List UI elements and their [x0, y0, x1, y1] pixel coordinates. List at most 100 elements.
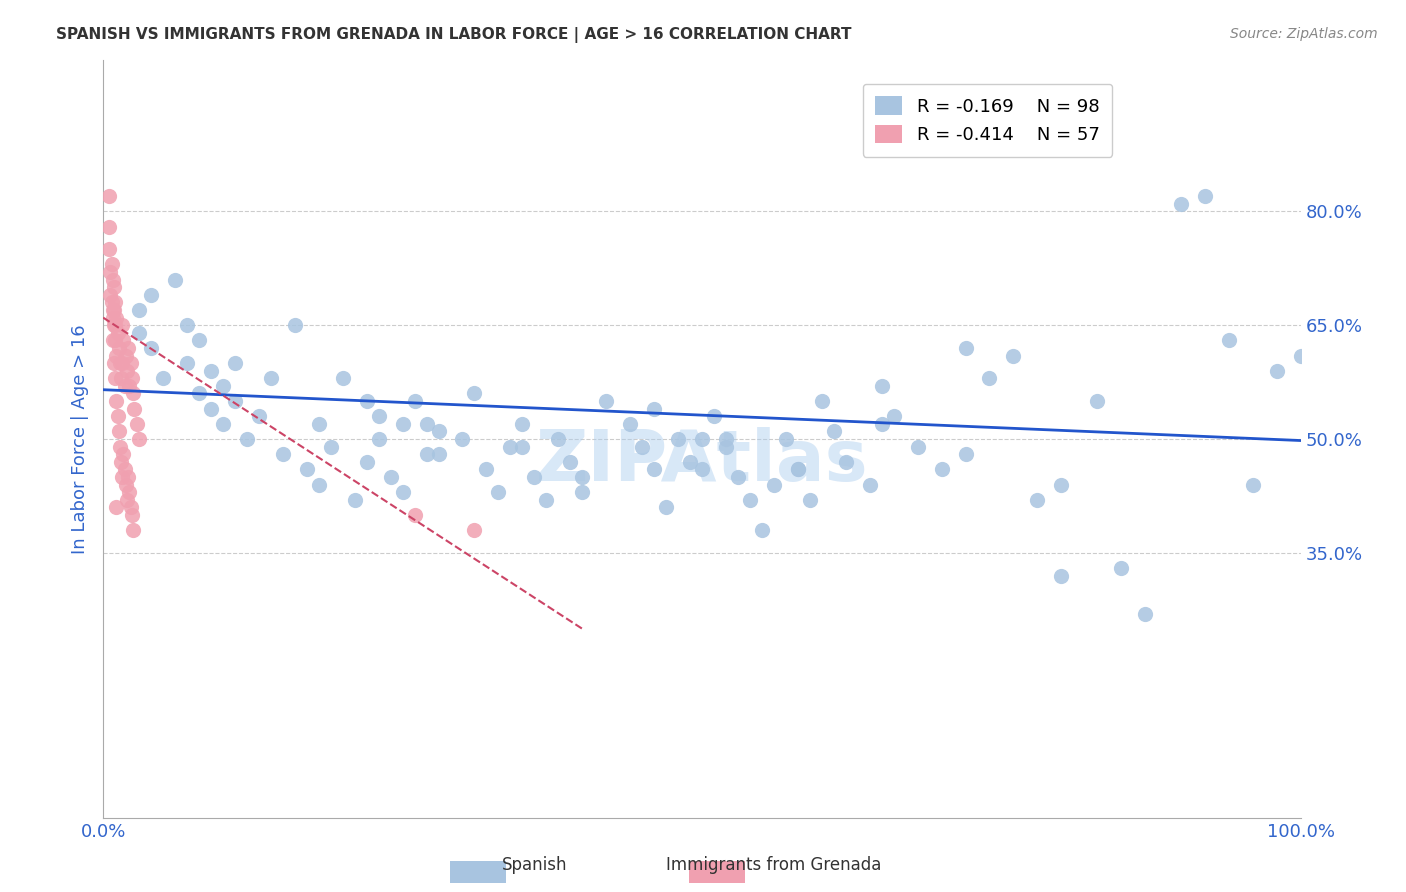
Text: SPANISH VS IMMIGRANTS FROM GRENADA IN LABOR FORCE | AGE > 16 CORRELATION CHART: SPANISH VS IMMIGRANTS FROM GRENADA IN LA…	[56, 27, 852, 43]
Point	[643, 401, 665, 416]
Point	[1289, 349, 1312, 363]
Point	[188, 386, 211, 401]
Point	[955, 341, 977, 355]
Point	[751, 523, 773, 537]
Y-axis label: In Labor Force | Age > 16: In Labor Force | Age > 16	[72, 324, 89, 554]
Point	[714, 440, 737, 454]
Point	[115, 349, 138, 363]
Point	[110, 455, 132, 469]
Point	[1026, 492, 1049, 507]
Point	[115, 364, 138, 378]
Point	[117, 341, 139, 355]
Point	[118, 485, 141, 500]
Point	[163, 273, 186, 287]
Point	[100, 258, 122, 272]
Point	[103, 303, 125, 318]
Point	[703, 409, 725, 424]
Point	[679, 455, 702, 469]
Point	[122, 386, 145, 401]
Point	[105, 500, 128, 515]
Point	[319, 440, 342, 454]
Point	[404, 508, 426, 522]
Point	[111, 356, 134, 370]
Point	[799, 492, 821, 507]
Point	[786, 462, 808, 476]
Point	[114, 379, 136, 393]
Point	[619, 417, 641, 431]
Point	[212, 417, 235, 431]
Point	[427, 447, 450, 461]
Text: Spanish: Spanish	[502, 856, 567, 874]
Point	[786, 462, 808, 476]
Point	[308, 477, 330, 491]
Point	[103, 318, 125, 333]
Point	[404, 394, 426, 409]
Point	[714, 432, 737, 446]
Point	[107, 425, 129, 439]
Point	[1218, 334, 1240, 348]
Point	[108, 356, 131, 370]
Point	[152, 371, 174, 385]
Point	[631, 440, 654, 454]
Point	[139, 341, 162, 355]
Point	[98, 288, 121, 302]
Point	[1085, 394, 1108, 409]
Point	[931, 462, 953, 476]
Point	[98, 265, 121, 279]
Text: Immigrants from Grenada: Immigrants from Grenada	[665, 856, 882, 874]
Point	[308, 417, 330, 431]
Point	[415, 447, 437, 461]
Point	[98, 189, 121, 203]
Point	[536, 492, 558, 507]
Point	[415, 417, 437, 431]
Point	[224, 356, 246, 370]
Point	[655, 500, 678, 515]
Point	[955, 447, 977, 461]
Point	[1050, 477, 1073, 491]
Point	[571, 485, 593, 500]
Point	[100, 295, 122, 310]
Point	[128, 432, 150, 446]
Point	[1002, 349, 1025, 363]
Point	[105, 349, 128, 363]
Point	[104, 334, 127, 348]
Point	[883, 409, 905, 424]
Legend: R = -0.169    N = 98, R = -0.414    N = 57: R = -0.169 N = 98, R = -0.414 N = 57	[862, 84, 1112, 157]
Point	[111, 470, 134, 484]
Point	[1133, 607, 1156, 621]
Point	[107, 409, 129, 424]
Point	[200, 364, 222, 378]
Point	[571, 470, 593, 484]
Point	[332, 371, 354, 385]
Point	[475, 462, 498, 476]
Point	[690, 462, 713, 476]
Point	[547, 432, 569, 446]
Point	[224, 394, 246, 409]
Point	[121, 508, 143, 522]
Point	[835, 455, 858, 469]
Point	[107, 341, 129, 355]
Point	[260, 371, 283, 385]
Point	[122, 523, 145, 537]
Point	[870, 379, 893, 393]
Point	[1170, 196, 1192, 211]
Point	[111, 318, 134, 333]
Point	[121, 371, 143, 385]
Point	[103, 280, 125, 294]
Point	[643, 462, 665, 476]
Point	[120, 356, 142, 370]
Point	[200, 401, 222, 416]
Text: Source: ZipAtlas.com: Source: ZipAtlas.com	[1230, 27, 1378, 41]
Point	[907, 440, 929, 454]
Point	[139, 288, 162, 302]
Point	[512, 440, 534, 454]
Point	[1109, 561, 1132, 575]
Point	[356, 455, 378, 469]
Point	[356, 394, 378, 409]
Point	[110, 371, 132, 385]
Point	[380, 470, 402, 484]
Point	[98, 219, 121, 234]
Point	[128, 326, 150, 340]
Point	[115, 492, 138, 507]
Point	[104, 371, 127, 385]
